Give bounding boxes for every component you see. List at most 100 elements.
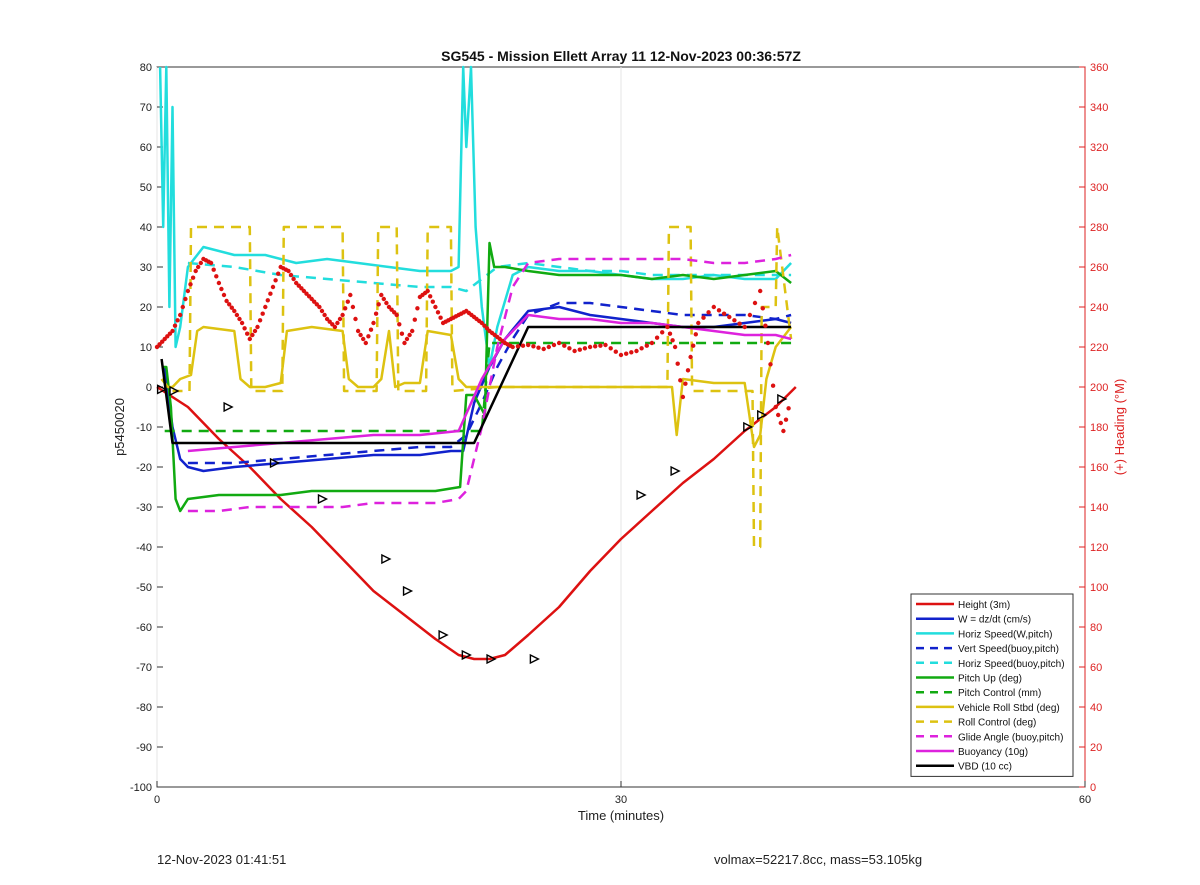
heading-point xyxy=(603,342,608,348)
heading-point xyxy=(363,340,368,346)
heading-point xyxy=(624,351,629,356)
y-right-tick-label: 240 xyxy=(1090,302,1108,314)
heading-point xyxy=(376,302,381,307)
series-vbd-10-cc xyxy=(160,325,792,445)
heading-point xyxy=(175,318,180,323)
heading-point xyxy=(373,311,379,316)
triangle-marker xyxy=(169,385,180,397)
legend-label: Pitch Control (mm) xyxy=(958,688,1041,699)
heading-point xyxy=(335,320,340,326)
heading-point xyxy=(348,292,353,298)
y-right-tick-label: 180 xyxy=(1090,422,1108,434)
y-left-tick-label: -60 xyxy=(136,622,152,634)
series-pitch-up-deg xyxy=(161,241,792,513)
heading-point xyxy=(170,328,175,334)
series-height-3m xyxy=(156,385,797,661)
y-left-tick-label: 70 xyxy=(140,102,152,114)
y-right-tick-label: 200 xyxy=(1090,382,1108,394)
heading-point xyxy=(536,345,541,350)
legend-label: Glide Angle (buoy,pitch) xyxy=(958,732,1063,743)
x-axis-label: Time (minutes) xyxy=(578,808,664,823)
legend-label: VBD (10 cc) xyxy=(958,762,1012,773)
x-tick-label: 0 xyxy=(154,794,160,806)
heading-point xyxy=(430,299,435,304)
heading-point xyxy=(770,383,776,388)
heading-point xyxy=(288,272,294,278)
heading-point xyxy=(399,331,405,336)
heading-point xyxy=(706,310,711,315)
heading-point xyxy=(394,312,399,318)
heading-point xyxy=(765,340,771,346)
heading-point xyxy=(649,340,655,346)
heading-point xyxy=(270,284,276,290)
heading-point xyxy=(696,320,701,326)
heading-point xyxy=(185,288,191,294)
heading-point xyxy=(239,320,245,326)
heading-point xyxy=(410,328,415,334)
heading-point xyxy=(268,291,273,296)
left-axis: 80 70 60 50 40 30 20 10 0 -10 -20 -30 -40 -50 -60 -70 -8… xyxy=(130,62,163,794)
heading-point xyxy=(672,344,678,350)
heading-point xyxy=(685,368,691,373)
y-left-tick-label: 30 xyxy=(140,262,152,274)
heading-point xyxy=(510,344,515,350)
heading-point xyxy=(711,304,716,310)
heading-point xyxy=(693,332,698,337)
triangle-marker xyxy=(381,553,392,565)
heading-layer xyxy=(154,256,791,434)
heading-point xyxy=(366,334,371,339)
legend-box xyxy=(910,593,1074,777)
heading-point xyxy=(245,331,250,336)
heading-point xyxy=(183,296,188,302)
x-tick-label: 60 xyxy=(1079,794,1091,806)
legend-label: Pitch Up (deg) xyxy=(958,674,1022,685)
heading-point xyxy=(665,324,670,330)
legend-label: Height (3m) xyxy=(958,600,1010,611)
heading-point xyxy=(232,308,237,314)
triangle-marker xyxy=(777,393,788,405)
heading-point xyxy=(425,288,430,294)
heading-point xyxy=(526,342,531,348)
y-right-tick-label: 280 xyxy=(1090,222,1108,234)
y-right-tick-label: 80 xyxy=(1090,622,1102,634)
heading-point xyxy=(747,312,753,318)
heading-point xyxy=(644,343,649,348)
heading-point xyxy=(567,346,572,351)
heading-point xyxy=(675,361,680,366)
heading-point xyxy=(227,302,232,307)
y-left-tick-label: 80 xyxy=(140,62,152,74)
heading-point xyxy=(613,349,618,354)
series-horiz-speed-buoy-pitch xyxy=(187,261,792,293)
y-right-tick-label: 340 xyxy=(1090,102,1108,114)
y-left-tick-label: 0 xyxy=(146,382,152,394)
heading-point xyxy=(263,304,268,310)
y-axis-label-right: (+) Heading (°M) xyxy=(1112,379,1127,476)
heading-point xyxy=(781,428,786,434)
heading-point xyxy=(531,344,536,349)
legend-label: Horiz Speed(buoy,pitch) xyxy=(958,659,1065,670)
heading-point xyxy=(180,304,185,310)
heading-point xyxy=(551,342,557,348)
heading-point xyxy=(433,304,438,310)
legend-label: Buoyancy (10g) xyxy=(958,747,1028,758)
heading-point xyxy=(208,260,214,266)
heading-point xyxy=(660,330,665,335)
heading-point xyxy=(639,346,644,351)
y-left-tick-label: -100 xyxy=(130,782,152,794)
legend-label: Roll Control (deg) xyxy=(958,718,1036,729)
triangle-marker xyxy=(461,649,472,661)
triangle-marker xyxy=(529,653,540,665)
heading-point xyxy=(577,347,582,352)
heading-point xyxy=(193,268,198,274)
heading-point xyxy=(572,348,577,354)
heading-point xyxy=(691,343,696,348)
heading-point xyxy=(778,420,783,426)
heading-point xyxy=(260,311,265,316)
heading-point xyxy=(255,324,260,330)
y-right-tick-label: 0 xyxy=(1090,782,1096,794)
heading-point xyxy=(273,278,278,283)
y-left-tick-label: 60 xyxy=(140,142,152,154)
heading-point xyxy=(776,412,781,418)
x-axis: 0 30 60 xyxy=(154,781,1091,806)
y-right-tick-label: 160 xyxy=(1090,462,1108,474)
